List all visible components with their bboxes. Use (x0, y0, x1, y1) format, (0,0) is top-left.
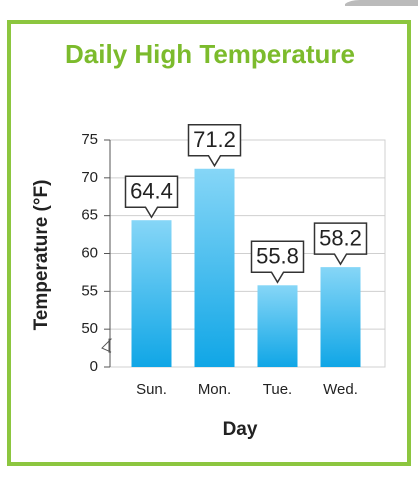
value-label: 58.2 (319, 225, 362, 250)
x-tick-label: Tue. (263, 381, 292, 398)
value-callout (124, 175, 179, 219)
value-callout (313, 222, 368, 266)
bar (131, 220, 172, 367)
value-callout (187, 124, 242, 168)
x-tick-label: Mon. (198, 381, 231, 398)
value-label: 71.2 (193, 127, 236, 152)
x-tick-label: Wed. (323, 381, 358, 398)
bar (320, 267, 361, 367)
y-tick-label: 50 (81, 320, 98, 337)
y-tick-label: 70 (81, 169, 98, 186)
y-tick-label: 75 (81, 131, 98, 148)
chart-title: Daily High Temperature (65, 39, 355, 69)
y-tick-label: 55 (81, 282, 98, 299)
value-label: 64.4 (130, 179, 173, 204)
value-label: 55.8 (256, 244, 299, 269)
axis-break (101, 338, 113, 353)
y-tick-label: 0 (90, 358, 98, 375)
value-callout (250, 240, 305, 284)
y-axis-title: Temperature (°F) (31, 180, 52, 331)
x-axis-title: Day (223, 419, 258, 440)
bar (257, 285, 298, 367)
bar (194, 168, 235, 367)
y-tick-label: 65 (81, 207, 98, 224)
x-tick-label: Sun. (136, 381, 167, 398)
corner-tab (345, 0, 418, 6)
y-tick-label: 60 (81, 244, 98, 261)
